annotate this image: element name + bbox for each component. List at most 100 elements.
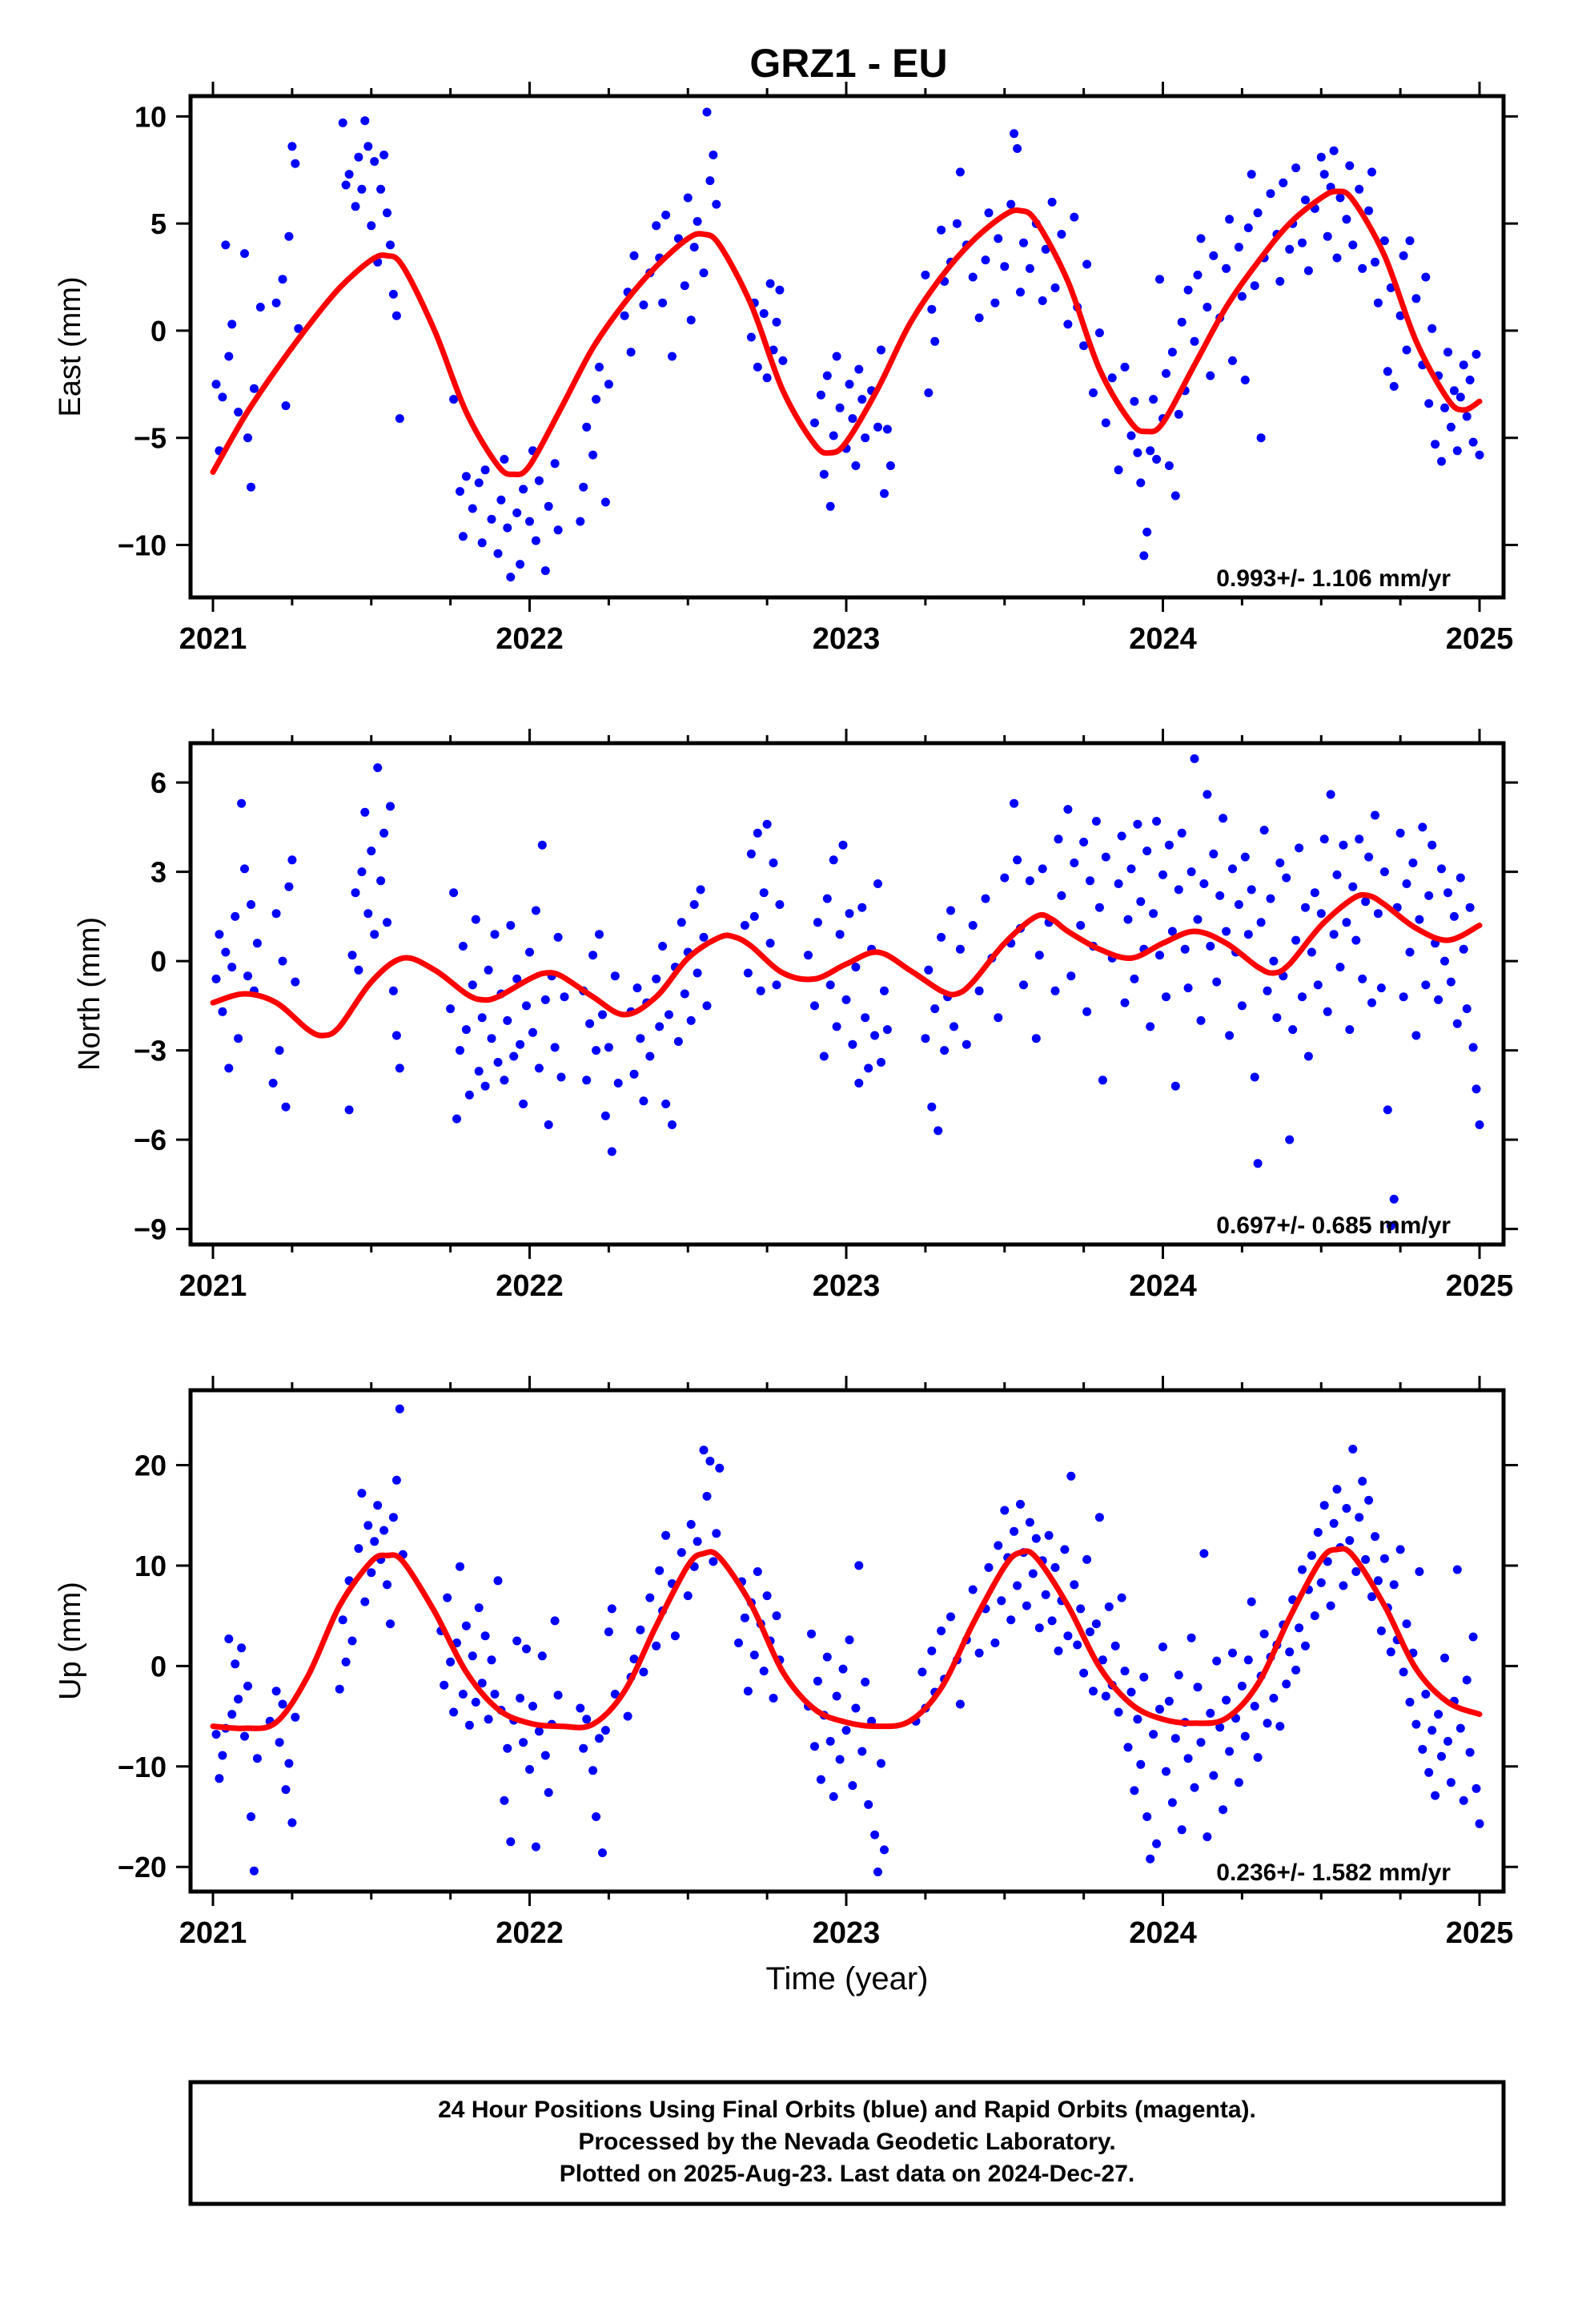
data-point xyxy=(1094,1513,1104,1522)
data-point xyxy=(211,1730,221,1739)
x-tick-label: 2022 xyxy=(496,1916,564,1950)
data-point xyxy=(765,279,775,288)
data-point xyxy=(456,1046,464,1055)
data-point xyxy=(1345,1536,1355,1546)
data-point xyxy=(1054,834,1063,844)
data-point xyxy=(1323,1557,1332,1566)
data-point xyxy=(749,1651,759,1660)
data-point xyxy=(1468,1632,1478,1642)
data-point xyxy=(661,1100,671,1108)
data-point xyxy=(1440,956,1449,966)
data-point xyxy=(446,1004,456,1014)
data-point xyxy=(351,888,360,898)
data-point xyxy=(278,956,287,966)
data-point xyxy=(1379,867,1389,877)
data-point xyxy=(1089,388,1098,397)
data-point xyxy=(1222,1695,1231,1705)
data-point xyxy=(743,968,753,978)
data-point xyxy=(1434,995,1443,1004)
data-point xyxy=(1038,296,1047,305)
data-point xyxy=(677,1548,686,1558)
data-point xyxy=(686,1015,696,1025)
data-point xyxy=(1146,446,1155,456)
data-point xyxy=(237,1643,247,1653)
data-point xyxy=(1247,170,1256,179)
data-point xyxy=(832,1691,841,1701)
data-point xyxy=(1424,1767,1434,1777)
data-point xyxy=(1222,263,1231,273)
data-point xyxy=(335,1684,344,1694)
data-point xyxy=(284,882,294,891)
data-point xyxy=(595,362,604,372)
data-point xyxy=(950,1022,958,1031)
data-point xyxy=(1355,1513,1364,1522)
data-point xyxy=(974,313,984,323)
data-point xyxy=(693,968,702,978)
chart-title: GRZ1 - EU xyxy=(749,41,947,86)
data-point xyxy=(927,1647,937,1655)
data-point xyxy=(1256,918,1266,927)
data-point xyxy=(955,167,965,177)
data-point xyxy=(1149,1730,1158,1739)
data-point xyxy=(255,303,265,312)
data-point xyxy=(477,1013,487,1023)
data-point xyxy=(835,403,845,412)
data-point xyxy=(351,202,360,211)
data-point xyxy=(1431,440,1440,449)
data-point xyxy=(1234,243,1243,252)
data-point xyxy=(810,1001,819,1011)
data-point xyxy=(1367,167,1376,177)
data-point xyxy=(395,1063,404,1073)
data-point xyxy=(1298,992,1307,1002)
data-point xyxy=(512,974,522,983)
data-point xyxy=(1098,1655,1107,1665)
data-point xyxy=(990,1638,1000,1647)
data-point xyxy=(1424,399,1434,408)
data-point xyxy=(1456,873,1465,883)
data-point xyxy=(1196,1738,1206,1747)
data-point xyxy=(845,1635,854,1645)
data-point xyxy=(1472,1783,1481,1793)
data-point xyxy=(1094,328,1104,338)
data-point xyxy=(1209,1771,1219,1780)
data-point xyxy=(281,1785,291,1795)
data-point xyxy=(1389,1580,1399,1590)
data-point xyxy=(645,1593,655,1602)
x-tick-label: 2023 xyxy=(813,1916,881,1950)
data-point xyxy=(1358,263,1367,273)
data-point xyxy=(588,951,598,960)
data-point xyxy=(749,911,759,921)
data-point xyxy=(458,942,468,951)
data-point xyxy=(1383,367,1392,376)
data-point xyxy=(1186,867,1196,877)
data-point xyxy=(1301,1641,1310,1651)
panel-up-ytick-labels: −20 −10 0 10 20 xyxy=(118,1449,167,1884)
data-point xyxy=(759,309,769,318)
data-point xyxy=(1291,1665,1301,1675)
data-point xyxy=(1177,828,1186,838)
data-point xyxy=(456,487,464,497)
y-tick-label: 20 xyxy=(135,1449,167,1482)
data-point xyxy=(937,225,946,235)
data-point xyxy=(1063,1631,1073,1641)
data-point xyxy=(224,1634,234,1643)
data-point xyxy=(240,864,249,874)
data-point xyxy=(661,211,671,219)
data-point xyxy=(981,894,990,903)
data-point xyxy=(598,1010,607,1019)
data-point xyxy=(1082,1007,1092,1016)
data-point xyxy=(1275,276,1285,286)
footer-line-2: Processed by the Nevada Geodetic Laborat… xyxy=(578,2129,1115,2155)
data-point xyxy=(940,1046,950,1055)
data-point xyxy=(506,1837,516,1847)
data-point xyxy=(1405,1698,1415,1707)
data-point xyxy=(1123,1743,1133,1752)
x-tick-label: 2021 xyxy=(179,1269,247,1303)
data-point xyxy=(506,921,516,930)
data-point xyxy=(1275,858,1285,867)
data-point xyxy=(804,951,813,960)
panel-east-ytick-labels: −10 −5 0 5 10 xyxy=(118,100,167,561)
data-point xyxy=(1183,983,1193,993)
data-point xyxy=(391,311,401,320)
data-point xyxy=(1041,244,1050,254)
